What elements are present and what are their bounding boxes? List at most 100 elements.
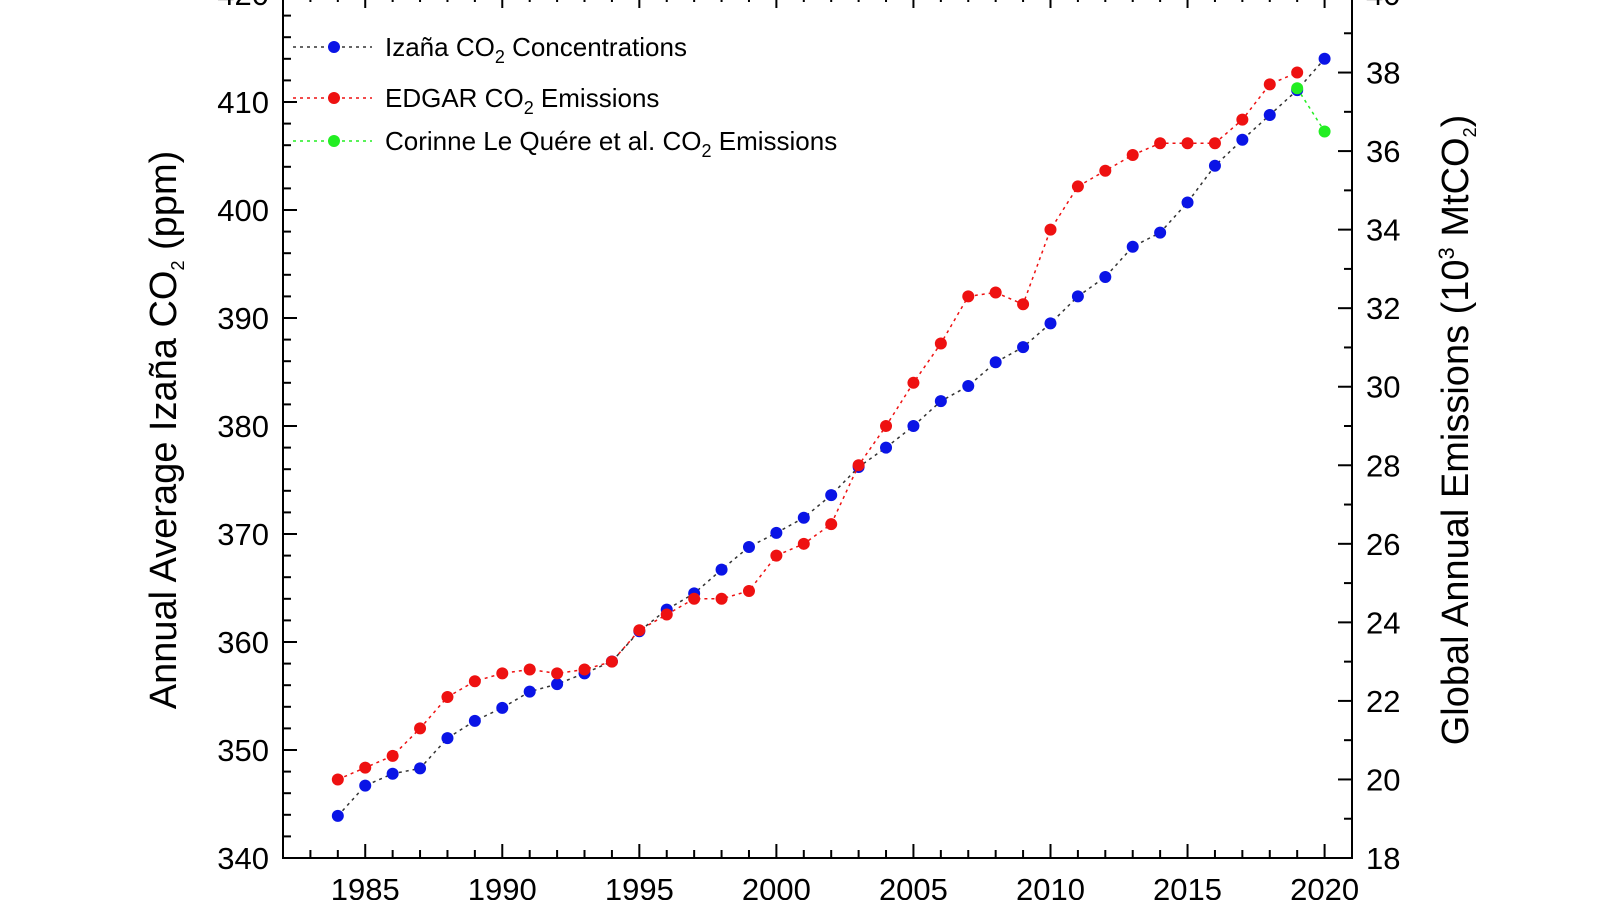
data-point-series-0 bbox=[770, 526, 783, 539]
data-point-series-0 bbox=[1017, 341, 1030, 354]
data-point-series-1 bbox=[1291, 66, 1304, 79]
data-point-series-2 bbox=[1318, 125, 1331, 138]
data-point-series-0 bbox=[742, 540, 755, 553]
data-point-series-1 bbox=[660, 608, 673, 621]
data-point-series-1 bbox=[605, 655, 618, 668]
data-point-series-0 bbox=[1154, 226, 1167, 239]
data-point-series-1 bbox=[1017, 298, 1030, 311]
x-tick-label: 2000 bbox=[742, 872, 811, 900]
x-tick-label: 1995 bbox=[605, 872, 674, 900]
data-point-series-0 bbox=[1236, 133, 1249, 146]
legend-marker bbox=[328, 92, 340, 104]
data-point-series-1 bbox=[880, 420, 893, 432]
data-point-series-1 bbox=[414, 722, 427, 735]
y-right-tick-label: 18 bbox=[1366, 841, 1400, 876]
y-right-tick-label: 20 bbox=[1366, 762, 1400, 797]
data-point-series-1 bbox=[1263, 78, 1276, 91]
data-point-series-1 bbox=[441, 690, 454, 703]
data-point-series-1 bbox=[1208, 137, 1221, 150]
data-point-series-1 bbox=[496, 667, 509, 680]
y-left-tick-label: 400 bbox=[217, 193, 269, 228]
y-right-tick-label: 26 bbox=[1366, 527, 1400, 562]
data-point-series-0 bbox=[880, 441, 893, 454]
data-point-series-1 bbox=[633, 624, 646, 637]
y-left-tick-label: 410 bbox=[217, 85, 269, 120]
data-point-series-1 bbox=[1044, 223, 1057, 236]
data-point-series-0 bbox=[551, 678, 564, 691]
data-point-series-0 bbox=[1263, 108, 1276, 121]
data-point-series-1 bbox=[1236, 113, 1249, 126]
data-point-series-0 bbox=[468, 714, 481, 727]
data-point-series-2 bbox=[1291, 82, 1304, 95]
data-point-series-1 bbox=[688, 592, 701, 605]
legend-label: Corinne Le Quére et al. CO2 Emissions bbox=[385, 126, 837, 161]
series-line-0 bbox=[337, 58, 1326, 817]
data-point-series-0 bbox=[1044, 317, 1057, 330]
legend-marker bbox=[328, 41, 340, 53]
data-point-series-0 bbox=[386, 767, 399, 780]
x-tick-label: 1985 bbox=[331, 872, 400, 900]
y-right-tick-label: 22 bbox=[1366, 684, 1400, 719]
y-right-tick-label: 34 bbox=[1366, 213, 1400, 248]
x-tick-label: 2015 bbox=[1153, 872, 1222, 900]
data-point-series-1 bbox=[852, 459, 865, 472]
y-left-tick-label: 350 bbox=[217, 733, 269, 768]
y-right-tick-label: 24 bbox=[1366, 605, 1400, 640]
data-point-series-1 bbox=[578, 663, 591, 676]
data-point-series-0 bbox=[1181, 196, 1194, 209]
data-point-series-1 bbox=[825, 518, 838, 531]
y-right-tick-label: 32 bbox=[1366, 291, 1400, 326]
x-tick-label: 1990 bbox=[468, 872, 537, 900]
data-point-series-1 bbox=[523, 663, 536, 676]
data-point-series-0 bbox=[331, 809, 344, 822]
data-point-series-1 bbox=[742, 584, 755, 597]
y-left-tick-label: 370 bbox=[217, 517, 269, 552]
data-point-series-1 bbox=[331, 773, 344, 786]
x-tick-label: 2010 bbox=[1016, 872, 1085, 900]
x-tick-label: 2020 bbox=[1290, 872, 1359, 900]
data-point-series-1 bbox=[1181, 137, 1194, 150]
legend: Izaña CO2 Concentrations EDGAR CO2 Emissi… bbox=[293, 32, 837, 161]
data-point-series-0 bbox=[797, 511, 810, 524]
data-point-series-0 bbox=[907, 420, 920, 432]
data-point-series-1 bbox=[770, 549, 783, 562]
y-left-tick-label: 380 bbox=[217, 409, 269, 444]
data-point-series-0 bbox=[496, 701, 509, 714]
data-point-series-0 bbox=[523, 685, 536, 698]
data-point-series-1 bbox=[359, 761, 372, 774]
data-point-series-0 bbox=[934, 395, 947, 408]
data-point-series-1 bbox=[989, 286, 1002, 299]
y-axis-right: 18 20 22 24 26 28 30 32 34 36 38 40 bbox=[1338, 0, 1400, 876]
data-point-series-0 bbox=[962, 380, 975, 393]
series-line-2 bbox=[1296, 87, 1326, 132]
data-point-series-1 bbox=[1099, 164, 1112, 177]
y-axis-right-title: Global Annual Emissions (103 MtCO2) bbox=[1434, 115, 1480, 746]
data-point-series-1 bbox=[468, 675, 481, 688]
data-point-series-0 bbox=[1208, 159, 1221, 172]
data-point-series-0 bbox=[1126, 240, 1139, 253]
y-right-tick-label: 40 bbox=[1366, 0, 1400, 12]
data-point-series-0 bbox=[715, 563, 728, 576]
y-right-tick-label: 36 bbox=[1366, 134, 1400, 169]
data-point-series-1 bbox=[907, 376, 920, 389]
data-point-series-0 bbox=[1099, 270, 1112, 283]
y-left-tick-label: 360 bbox=[217, 625, 269, 660]
y-axis-left-title: Annual Average Izaña CO2 (ppm) bbox=[143, 151, 188, 710]
data-point-series-1 bbox=[962, 290, 975, 303]
data-point-series-0 bbox=[441, 732, 454, 745]
data-point-series-1 bbox=[1126, 149, 1139, 162]
y-right-tick-label: 38 bbox=[1366, 56, 1400, 91]
x-tick-label: 2005 bbox=[879, 872, 948, 900]
series-line-1 bbox=[337, 71, 1298, 781]
legend-marker bbox=[328, 135, 340, 147]
data-point-series-0 bbox=[1318, 52, 1331, 65]
y-left-tick-label: 420 bbox=[217, 0, 269, 12]
data-point-series-1 bbox=[1071, 180, 1084, 193]
data-point-series-0 bbox=[989, 356, 1002, 369]
y-right-tick-label: 28 bbox=[1366, 448, 1400, 483]
data-point-series-1 bbox=[551, 667, 564, 680]
y-axis-left: 340 350 360 370 380 390 400 410 420 bbox=[217, 0, 297, 876]
data-point-series-1 bbox=[715, 592, 728, 605]
x-axis: 1985 1990 1995 2000 2005 2010 2015 2020 bbox=[282, 0, 1359, 900]
